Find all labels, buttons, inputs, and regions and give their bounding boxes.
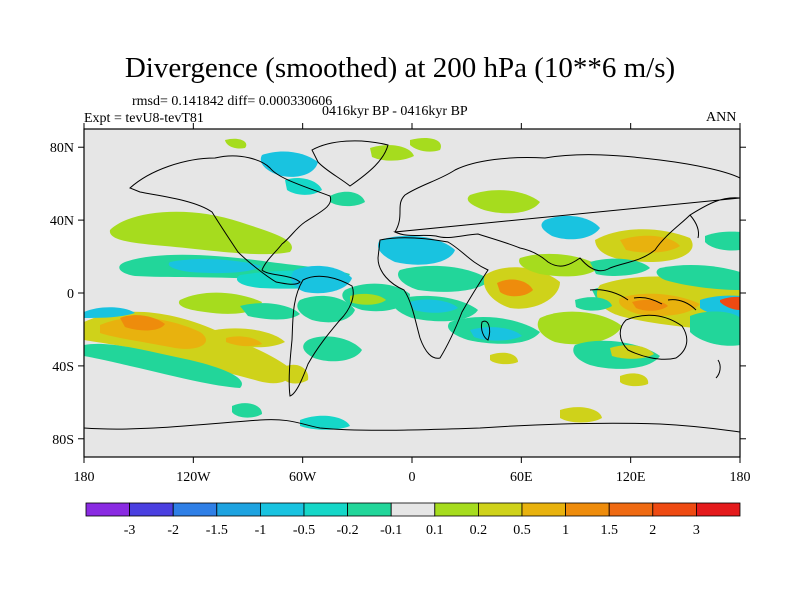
field-blob [720,296,740,310]
colorbar-swatch [216,502,261,517]
field-blob [410,138,441,152]
colorbar-label: 0.5 [513,523,531,538]
colorbar-label: -2 [167,523,179,538]
lat-tick-label: 40S [52,360,74,375]
field-blob [178,292,262,314]
field-blob [109,211,292,255]
coastline-africa [377,237,489,359]
colorbar-swatch [434,502,479,517]
coastline-greenland [311,140,389,187]
field-blob [297,295,355,323]
field-blob [370,145,414,161]
field-blob [560,407,602,423]
field-blob [232,403,262,418]
coastline-indonesia [589,289,697,311]
colorbar-label: -1 [255,523,267,538]
colorbar-label: -1.5 [206,523,228,538]
period-line: 0416kyr BP - 0416kyr BP [322,104,468,119]
coastline-south-america [288,275,354,397]
field-blob [260,151,318,177]
colorbar-swatch [477,502,523,517]
field-blob [120,315,165,331]
field-blob [84,307,135,318]
field-blob [519,253,600,277]
field-blob [398,265,490,292]
lat-tick-label: 80S [52,433,74,448]
colorbar-swatch [347,502,392,517]
field-blob [470,327,522,341]
lon-tick-label: 180 [730,470,751,485]
colorbar-swatch [303,502,348,517]
colorbar-swatch [172,502,218,517]
colorbar-swatch [129,502,174,517]
coastlines [84,140,740,433]
field-blob [377,235,455,265]
lon-tick-label: 60E [510,470,533,485]
field-blob [537,311,622,345]
colorbar-label: 1 [562,523,569,538]
experiment-line: Expt = tevU8-tevT81 [84,111,204,126]
colorbar-label: 0.1 [426,523,444,538]
field-blob [240,303,300,320]
lon-tick-label: 120W [176,470,211,485]
field-blob [705,231,740,251]
colorbar-swatch [696,502,741,517]
field-blob [467,190,540,214]
divergence-field [84,138,740,430]
colorbar-label: 2 [649,523,656,538]
field-blob [620,373,649,387]
colorbar-label: -3 [124,523,136,538]
field-blob [168,259,262,274]
field-blob [410,299,458,313]
season-label: ANN [706,110,737,125]
colorbar-swatch [85,502,130,517]
stats-line: rmsd= 0.141842 diff= 0.000330606 [132,94,333,109]
field-blob [490,352,518,365]
colorbar-label: 0.2 [470,523,488,538]
field-blob [330,191,365,207]
field-blob [303,336,362,362]
field-blob [497,279,533,297]
colorbar-label: -0.5 [293,523,315,538]
colorbar-label: -0.2 [337,523,359,538]
colorbar: -3 -2 -1.5 -1 -0.5 -0.2 -0.1 0.1 0.2 0.5 1 1.5 2 3 [85,502,741,538]
axis-ticks: 80N 40N 0 40S 80S 180 120W 60W 0 60E 120E 180 [50,123,751,485]
colorbar-label: 3 [693,523,700,538]
field-blob [84,343,242,388]
lon-tick-label: 0 [409,470,416,485]
lon-tick-label: 180 [74,470,95,485]
lat-tick-label: 40N [50,214,74,229]
colorbar-label: -0.1 [380,523,402,538]
field-blob [656,265,740,290]
lon-tick-label: 60W [289,470,317,485]
lon-tick-label: 120E [616,470,646,485]
field-blob [690,311,740,346]
field-blob [575,297,612,311]
field-blob [225,138,247,149]
colorbar-swatch [390,502,436,517]
coastline-japan [689,214,699,239]
coastline-north-america [129,155,332,285]
lat-tick-label: 80N [50,141,74,156]
field-blob [541,215,600,240]
coastline-madagascar [481,320,491,341]
field-blob [291,265,352,294]
colorbar-swatch [259,502,305,517]
colorbar-swatch [565,502,610,517]
field-blob [620,235,680,253]
colorbar-label: 1.5 [600,523,618,538]
colorbar-swatch [652,502,697,517]
lat-tick-label: 0 [67,287,74,302]
plot-title: Divergence (smoothed) at 200 hPa (10**6 … [124,52,676,84]
coastline-antarctica [84,419,740,433]
field-blob [350,293,386,305]
colorbar-swatch [608,502,654,517]
field-blob [590,258,650,276]
coastline-australia [619,314,688,360]
colorbar-swatch [521,502,566,517]
field-blob [226,336,262,347]
coastline-new-zealand [715,359,721,379]
coastline-eurasia [393,154,740,272]
